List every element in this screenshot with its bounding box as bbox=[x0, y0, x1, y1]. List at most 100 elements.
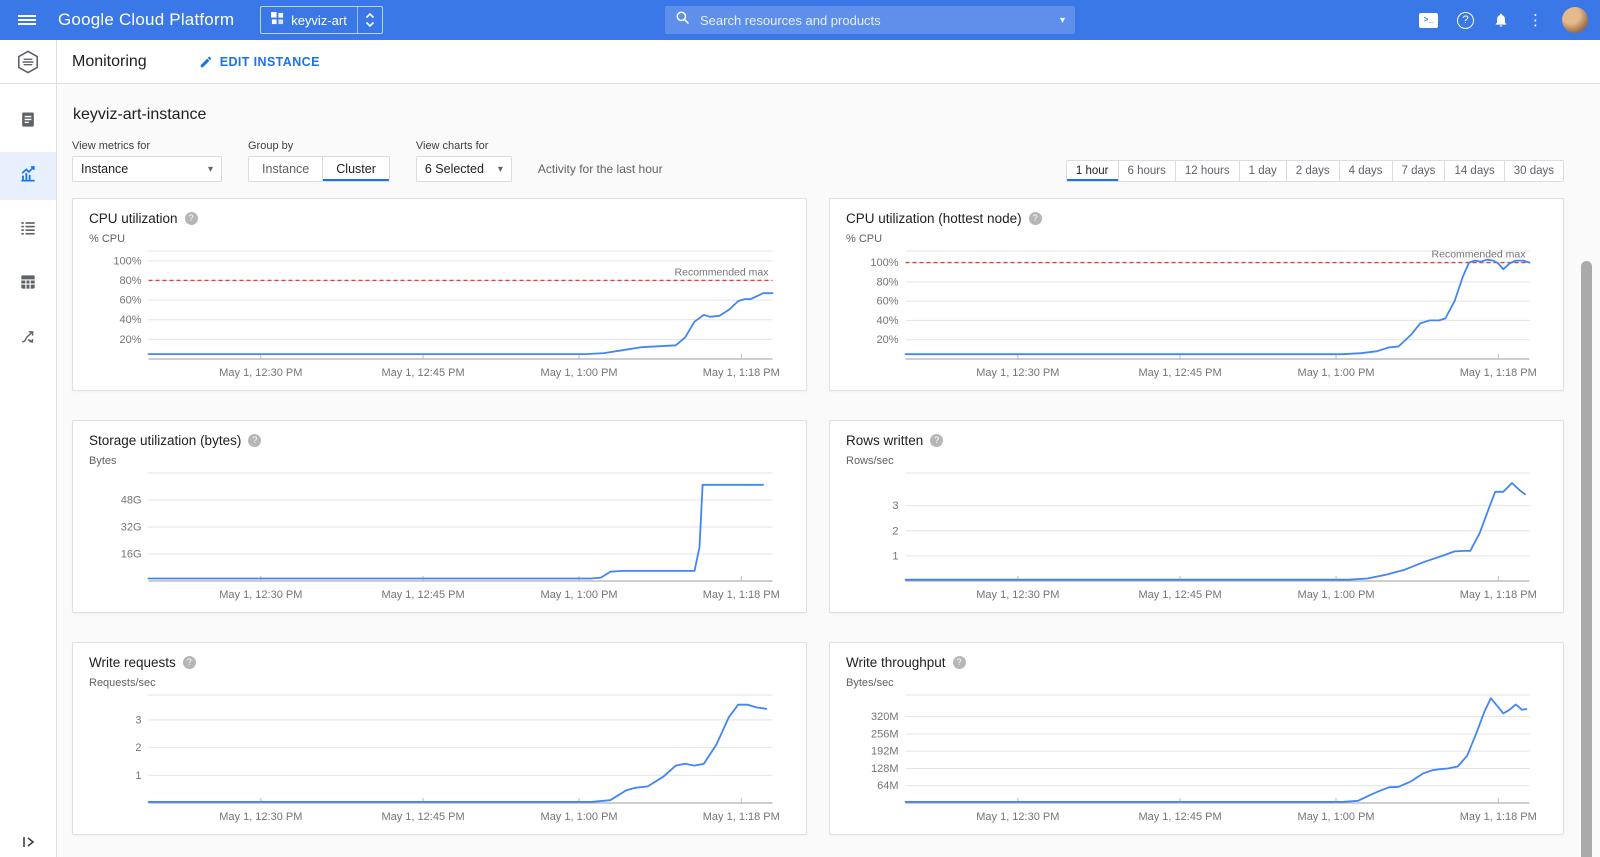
edit-instance-button[interactable]: EDIT INSTANCE bbox=[199, 55, 320, 69]
sidebar-item-instance-details[interactable] bbox=[0, 98, 56, 146]
svg-text:May 1, 12:45 PM: May 1, 12:45 PM bbox=[381, 589, 464, 601]
help-circle-icon[interactable]: ? bbox=[248, 434, 262, 447]
svg-text:100%: 100% bbox=[113, 255, 141, 267]
chart-plot-area: 320M 256M 192M 128M 64M May 1, 12:30 PM May 1,… bbox=[871, 694, 1537, 823]
sidebar-item-tables[interactable] bbox=[0, 206, 56, 254]
svg-text:May 1, 1:00 PM: May 1, 1:00 PM bbox=[1298, 811, 1375, 823]
svg-text:May 1, 1:00 PM: May 1, 1:00 PM bbox=[1298, 367, 1375, 379]
help-circle-icon[interactable]: ? bbox=[184, 212, 198, 225]
notifications-icon[interactable] bbox=[1493, 12, 1509, 28]
svg-text:May 1, 12:30 PM: May 1, 12:30 PM bbox=[976, 589, 1059, 601]
chart-card: Write requests? Requests/sec 3 2 1 May 1, 12:… bbox=[72, 642, 807, 835]
chart-unit-label: % CPU bbox=[846, 233, 883, 245]
search-input[interactable] bbox=[700, 12, 1052, 28]
project-selector[interactable]: keyviz-art bbox=[260, 6, 383, 34]
svg-text:48G: 48G bbox=[121, 495, 142, 507]
time-range-12-hours[interactable]: 12 hours bbox=[1174, 161, 1239, 181]
monitoring-panel: keyviz-art-instance View metrics for Ins… bbox=[57, 84, 1600, 857]
scrollbar-thumb[interactable] bbox=[1581, 261, 1592, 857]
time-range-1-hour[interactable]: 1 hour bbox=[1067, 161, 1118, 181]
search-bar[interactable]: ▾ bbox=[665, 6, 1075, 34]
activity-text: Activity for the last hour bbox=[537, 162, 663, 176]
monitoring-icon bbox=[18, 164, 38, 189]
help-circle-icon[interactable]: ? bbox=[182, 656, 196, 669]
svg-text:May 1, 1:18 PM: May 1, 1:18 PM bbox=[1460, 811, 1537, 823]
chart-unit-label: Bytes bbox=[89, 455, 117, 467]
more-vert-icon[interactable]: ⋮ bbox=[1528, 10, 1543, 29]
time-range-14-days[interactable]: 14 days bbox=[1444, 161, 1503, 181]
time-range-7-days[interactable]: 7 days bbox=[1391, 161, 1445, 181]
svg-text:3: 3 bbox=[135, 714, 141, 726]
svg-text:May 1, 1:18 PM: May 1, 1:18 PM bbox=[703, 811, 780, 823]
group-by-cluster-button[interactable]: Cluster bbox=[322, 157, 389, 181]
svg-text:May 1, 12:45 PM: May 1, 12:45 PM bbox=[1138, 367, 1221, 379]
sidebar-item-key-visualizer[interactable] bbox=[0, 260, 56, 308]
chart-plot-area: 3 2 1 May 1, 12:30 PM May 1, 12:45 PM May 1, … bbox=[135, 694, 780, 823]
svg-text:May 1, 12:45 PM: May 1, 12:45 PM bbox=[1138, 589, 1221, 601]
group-by-instance-button[interactable]: Instance bbox=[262, 162, 310, 176]
time-range-4-days[interactable]: 4 days bbox=[1338, 161, 1392, 181]
chart-title: Storage utilization (bytes) bbox=[89, 433, 242, 448]
avatar[interactable] bbox=[1562, 7, 1588, 33]
instance-name: keyviz-art-instance bbox=[73, 106, 207, 123]
chevron-down-icon: ▾ bbox=[207, 163, 213, 175]
svg-text:May 1, 12:45 PM: May 1, 12:45 PM bbox=[1138, 811, 1221, 823]
cloud-shell-icon[interactable]: >_ bbox=[1419, 12, 1438, 28]
group-by-toggle: Instance Cluster bbox=[248, 156, 390, 182]
svg-text:192M: 192M bbox=[871, 746, 899, 758]
view-charts-value: 6 Selected bbox=[424, 162, 484, 176]
svg-text:May 1, 12:45 PM: May 1, 12:45 PM bbox=[381, 367, 464, 379]
time-range-6-hours[interactable]: 6 hours bbox=[1117, 161, 1175, 181]
chart-plot-area: 48G 32G 16G May 1, 12:30 PM May 1, 12:45 PM M… bbox=[121, 472, 780, 601]
svg-text:320M: 320M bbox=[871, 711, 899, 723]
svg-text:32G: 32G bbox=[121, 522, 142, 534]
page-toolbar: Monitoring EDIT INSTANCE bbox=[57, 40, 1600, 84]
charts-grid: CPU utilization? % CPU 100% 80% 60% 40% 20% May… bbox=[72, 198, 1564, 835]
svg-text:May 1, 1:00 PM: May 1, 1:00 PM bbox=[1298, 589, 1375, 601]
chart-title: CPU utilization bbox=[89, 211, 178, 226]
menu-icon[interactable] bbox=[0, 13, 54, 27]
chart-card: Rows written? Rows/sec 3 2 1 May 1, 12:30 PM M… bbox=[829, 420, 1564, 613]
time-range-30-days[interactable]: 30 days bbox=[1503, 161, 1563, 181]
sidebar-item-import-export[interactable] bbox=[0, 314, 56, 362]
pencil-icon bbox=[200, 56, 211, 67]
chart-title: Rows written bbox=[846, 433, 924, 448]
svg-text:40%: 40% bbox=[876, 315, 898, 327]
svg-text:May 1, 1:00 PM: May 1, 1:00 PM bbox=[541, 367, 618, 379]
svg-text:May 1, 1:18 PM: May 1, 1:18 PM bbox=[1460, 589, 1537, 601]
chart-plot-area: 100% 80% 60% 40% 20% May 1, 12:30 PM May 1, 12… bbox=[113, 250, 780, 379]
chart-title: Write requests bbox=[89, 655, 176, 670]
group-by-label: Group by bbox=[248, 140, 294, 152]
view-metrics-select[interactable]: Instance ▾ bbox=[72, 156, 222, 182]
help-circle-icon[interactable]: ? bbox=[952, 656, 966, 669]
collapse-panel-icon[interactable] bbox=[0, 835, 56, 849]
help-circle-icon[interactable]: ? bbox=[930, 434, 944, 447]
svg-text:May 1, 12:30 PM: May 1, 12:30 PM bbox=[976, 367, 1059, 379]
svg-text:1: 1 bbox=[892, 550, 898, 562]
project-grid-icon bbox=[271, 12, 284, 28]
svg-text:May 1, 12:30 PM: May 1, 12:30 PM bbox=[219, 589, 302, 601]
app-bar: Google Cloud Platform keyviz-art ▾ >_ ? … bbox=[0, 0, 1600, 40]
side-nav bbox=[0, 40, 57, 857]
search-dropdown-icon[interactable]: ▾ bbox=[1059, 14, 1065, 26]
time-range-2-days[interactable]: 2 days bbox=[1285, 161, 1339, 181]
chevron-down-icon: ▾ bbox=[497, 163, 503, 175]
view-charts-select[interactable]: 6 Selected ▾ bbox=[415, 156, 512, 182]
help-circle-icon[interactable]: ? bbox=[1028, 212, 1042, 225]
chart-unit-label: Requests/sec bbox=[89, 677, 156, 689]
edit-instance-label: EDIT INSTANCE bbox=[219, 54, 320, 69]
view-metrics-label: View metrics for bbox=[72, 140, 151, 152]
help-icon[interactable]: ? bbox=[1457, 11, 1474, 29]
svg-text:20%: 20% bbox=[119, 334, 141, 346]
page-title: Monitoring bbox=[72, 52, 147, 70]
chart-unit-label: % CPU bbox=[89, 233, 126, 245]
time-range-1-day[interactable]: 1 day bbox=[1238, 161, 1286, 181]
nav-items bbox=[0, 84, 56, 362]
sidebar-item-monitoring[interactable] bbox=[0, 152, 56, 200]
svg-text:1: 1 bbox=[135, 770, 141, 782]
tables-icon bbox=[18, 218, 38, 243]
key-visualizer-icon bbox=[18, 272, 38, 297]
chart-unit-label: Bytes/sec bbox=[846, 677, 894, 689]
threshold-label: Recommended max bbox=[1432, 249, 1527, 261]
project-name: keyviz-art bbox=[291, 12, 347, 28]
